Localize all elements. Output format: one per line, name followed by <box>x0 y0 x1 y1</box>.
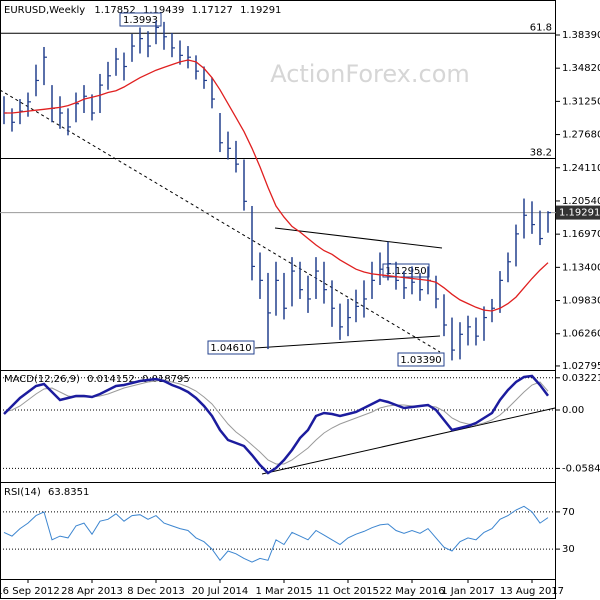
macd-header: MACD(12,26,9) 0.014152 0.018795 <box>4 374 190 385</box>
macd-title: MACD(12,26,9) <box>4 374 80 385</box>
y-tick-label: 70 <box>562 507 575 518</box>
indicator-line <box>3 379 549 465</box>
y-tick-label: 0.032215 <box>562 373 600 384</box>
annotation-box <box>397 352 445 367</box>
annotation-box <box>119 12 162 27</box>
y-tick-label: 1.31250 <box>562 96 600 107</box>
rsi-title: RSI(14) <box>4 487 41 498</box>
symbol: EURUSD,Weekly <box>4 5 85 16</box>
x-tick-label: 13 Aug 2017 <box>500 586 564 597</box>
annotation-text: 1.12950 <box>385 266 426 277</box>
annotation-box <box>382 263 430 278</box>
annotation-text: 1.03390 <box>400 355 441 366</box>
header: EURUSD,Weekly 1.17852 1.19439 1.17127 1.… <box>4 5 281 16</box>
y-tick-label: 1.13400 <box>562 262 600 273</box>
y-tick-label: 1.20540 <box>562 196 600 207</box>
rsi-header: RSI(14) 63.8351 <box>4 487 89 498</box>
moving-average <box>4 59 549 312</box>
price-label-box <box>556 205 600 220</box>
x-tick-label: 16 Sep 2012 <box>0 586 60 597</box>
x-tick-label: 8 Dec 2013 <box>127 586 185 597</box>
x-tick-label: 22 May 2016 <box>379 586 444 597</box>
close: 1.19291 <box>240 5 281 16</box>
open: 1.17852 <box>94 5 135 16</box>
y-tick-label: 1.02795 <box>562 361 600 372</box>
annotation: 1.3993 1.12950 1.04610 1.03390 <box>119 12 445 367</box>
x-tick-label: 28 Apr 2013 <box>61 586 123 597</box>
indicator-line <box>3 374 550 475</box>
annotation-text: 1.04610 <box>210 343 251 354</box>
y-tick-label: 1.24110 <box>562 163 600 174</box>
y-tick-label: 1.34820 <box>562 63 600 74</box>
y-tick-label: 1.38390 <box>562 30 600 41</box>
annotation-box <box>207 340 255 355</box>
indicator-line <box>3 505 549 563</box>
signal-value: 0.018795 <box>142 374 190 385</box>
x-tick-label: 1 Jan 2017 <box>441 586 495 597</box>
y-tick-label: -0.058413 <box>562 463 600 474</box>
trend-line <box>254 335 441 349</box>
rsi-value: 63.8351 <box>48 487 89 498</box>
watermark: ActionForex.com <box>270 60 470 88</box>
high: 1.19439 <box>143 5 184 16</box>
trend-line <box>0 89 441 353</box>
macd-value: 0.014152 <box>87 374 135 385</box>
fib-label: 38.2 <box>530 147 552 158</box>
y-tick-label: 1.06260 <box>562 329 600 340</box>
x-tick-label: 20 Jul 2014 <box>192 586 249 597</box>
y-tick-label: 1.27680 <box>562 130 600 141</box>
trend-line <box>261 407 556 475</box>
y-tick-label: 30 <box>562 544 575 555</box>
annotation-text: 1.3993 <box>123 15 158 26</box>
y-tick-label: 1.16970 <box>562 229 600 240</box>
fib-label: 61.8 <box>530 22 552 33</box>
trend-line <box>274 227 443 249</box>
x-tick-label: 1 Mar 2015 <box>255 586 312 597</box>
low: 1.17127 <box>192 5 233 16</box>
price-label: 1.19291 <box>559 208 600 219</box>
y-tick-label: 1.09830 <box>562 296 600 307</box>
x-tick-label: 11 Oct 2015 <box>317 586 379 597</box>
y-tick-label: 0.00 <box>562 405 584 416</box>
frame <box>0 0 556 599</box>
